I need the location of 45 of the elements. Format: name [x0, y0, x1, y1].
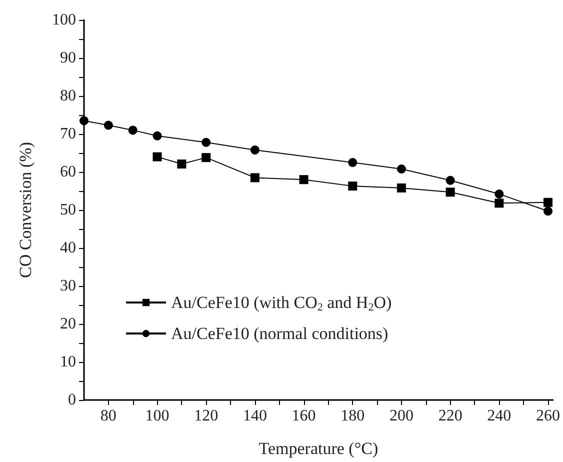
y-tick-label: 70 — [60, 126, 76, 142]
point — [494, 190, 504, 199]
y-tick-label: 100 — [52, 12, 76, 28]
x-tick-label: 220 — [438, 408, 462, 424]
y-axis-title: CO Conversion (%) — [16, 142, 35, 278]
point — [299, 175, 308, 184]
y-tick-label: 20 — [60, 316, 76, 332]
x-tick-label: 100 — [145, 408, 170, 424]
point — [202, 138, 211, 147]
point — [348, 182, 358, 191]
point — [104, 120, 113, 130]
point — [348, 158, 358, 167]
point — [250, 173, 260, 182]
x-tick-label: 180 — [340, 408, 365, 424]
x-tick-label: 120 — [194, 408, 218, 424]
y-tick-label: 60 — [60, 164, 76, 180]
point — [128, 126, 138, 135]
point — [152, 152, 162, 162]
y-tick-label: 80 — [60, 88, 76, 104]
y-tick-label: 0 — [68, 392, 76, 408]
point — [396, 164, 406, 174]
x-tick-label: 140 — [242, 408, 267, 424]
x-tick-label: 80 — [100, 408, 116, 424]
point — [202, 153, 211, 162]
y-tick-label: 50 — [60, 202, 76, 218]
point — [152, 131, 162, 140]
point — [544, 198, 552, 207]
point — [396, 183, 406, 192]
point — [80, 116, 88, 126]
x-tick-label: 200 — [389, 408, 414, 424]
x-tick-label: 260 — [536, 408, 560, 424]
x-tick-label: 160 — [292, 408, 316, 424]
point — [446, 188, 455, 197]
x-tick-label: 240 — [487, 408, 512, 424]
y-tick-label: 30 — [60, 278, 76, 294]
point — [177, 160, 186, 169]
y-tick-label: 10 — [60, 354, 76, 370]
legend-label: Au/CeFe10 (normal conditions) — [171, 324, 388, 343]
point — [250, 145, 260, 154]
point — [494, 198, 504, 208]
point — [446, 176, 455, 185]
y-tick-label: 90 — [60, 50, 76, 66]
x-axis-title: Temperature (°C) — [258, 439, 378, 458]
point — [544, 206, 552, 216]
y-tick-label: 40 — [60, 240, 76, 256]
